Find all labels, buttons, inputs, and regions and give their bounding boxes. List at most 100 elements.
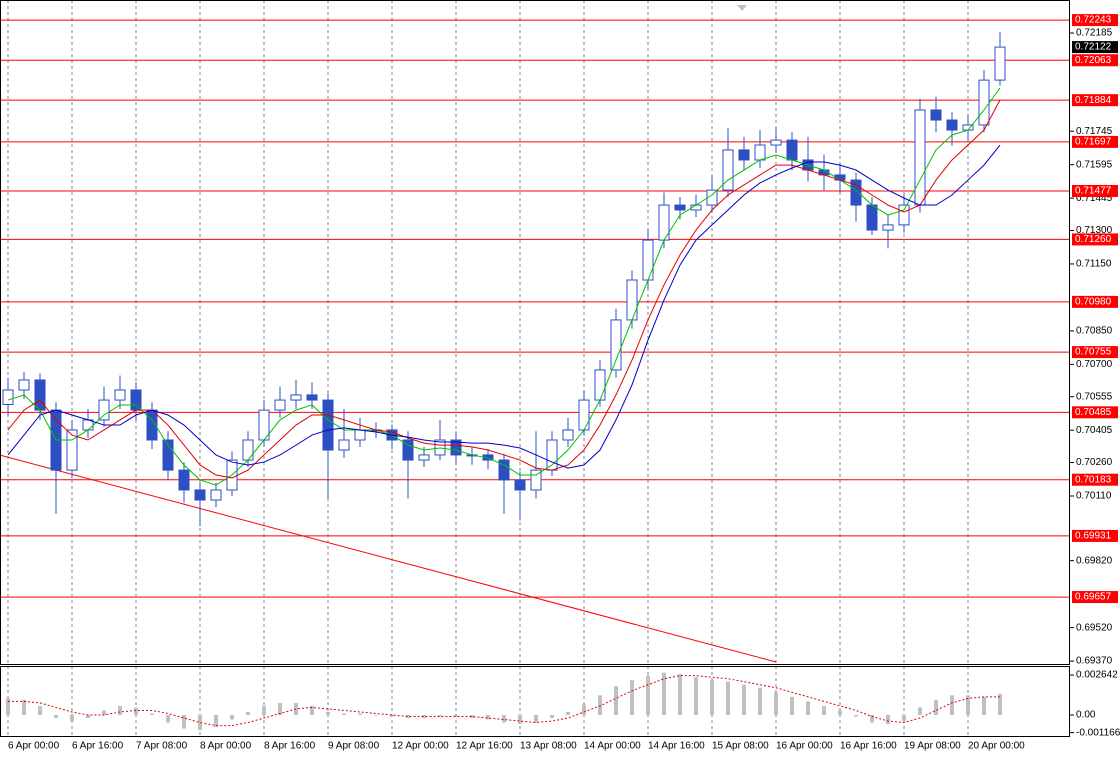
candle-body bbox=[546, 439, 558, 471]
histogram-bar bbox=[182, 714, 186, 729]
level-label-box bbox=[1072, 473, 1118, 486]
histogram-bar bbox=[790, 696, 794, 715]
x-tick-label: 20 Apr 00:00 bbox=[968, 741, 1025, 752]
histogram-bar bbox=[774, 692, 778, 715]
y-tick-label: 0.69820 bbox=[1076, 555, 1113, 566]
histogram-bar bbox=[998, 693, 1002, 715]
histogram-bar bbox=[822, 705, 826, 715]
histogram-bar bbox=[630, 680, 634, 715]
histogram-bar bbox=[854, 714, 858, 717]
histogram-bar bbox=[534, 714, 538, 723]
candle-body bbox=[354, 429, 366, 441]
histogram-bar bbox=[198, 714, 202, 731]
candle-body bbox=[594, 369, 606, 401]
candle-body bbox=[610, 319, 622, 371]
histogram-bar bbox=[310, 705, 314, 715]
level-label-box bbox=[1072, 406, 1118, 419]
x-tick-label: 8 Apr 16:00 bbox=[264, 741, 316, 752]
x-tick-label: 12 Apr 16:00 bbox=[456, 741, 513, 752]
level-label-box bbox=[1072, 54, 1118, 67]
candle-body bbox=[930, 109, 942, 121]
histogram-bar bbox=[422, 714, 426, 719]
histogram-bar bbox=[518, 714, 522, 725]
histogram-bar bbox=[982, 696, 986, 715]
histogram-bar bbox=[870, 714, 874, 723]
histogram-bar bbox=[614, 686, 618, 715]
histogram-bar bbox=[966, 695, 970, 715]
candle-body bbox=[450, 439, 462, 456]
candle-body bbox=[498, 459, 510, 481]
level-label: 0.72063 bbox=[1075, 55, 1112, 66]
histogram-bar bbox=[838, 710, 842, 715]
candle-body bbox=[914, 109, 926, 206]
histogram-bar bbox=[934, 699, 938, 715]
scroll-marker bbox=[737, 5, 747, 11]
y-tick-label: 0.71150 bbox=[1076, 259, 1112, 270]
histogram-bar bbox=[454, 714, 458, 717]
y-tick-label: 0.002642 bbox=[1076, 670, 1118, 681]
histogram-bar bbox=[550, 714, 554, 719]
candle-body bbox=[562, 429, 574, 441]
histogram-bar bbox=[438, 714, 442, 717]
histogram-bar bbox=[902, 714, 906, 722]
x-tick-label: 19 Apr 08:00 bbox=[904, 741, 961, 752]
candle-body bbox=[162, 439, 174, 471]
x-tick-label: 15 Apr 08:00 bbox=[712, 741, 769, 752]
candle-body bbox=[642, 239, 654, 281]
x-tick-label: 16 Apr 00:00 bbox=[776, 741, 833, 752]
candle-body bbox=[754, 144, 766, 161]
moving-average bbox=[7, 144, 1001, 469]
y-tick-label: 0.71745 bbox=[1076, 126, 1113, 137]
trendline bbox=[0, 454, 777, 663]
candle-body bbox=[946, 119, 958, 131]
level-label-box bbox=[1072, 233, 1118, 246]
histogram-bar bbox=[342, 713, 346, 715]
histogram-bar bbox=[646, 675, 650, 715]
candle-body bbox=[786, 139, 798, 161]
level-label-box bbox=[1072, 346, 1118, 359]
level-label: 0.70980 bbox=[1075, 297, 1112, 308]
level-label: 0.71884 bbox=[1075, 95, 1112, 106]
x-tick-label: 14 Apr 00:00 bbox=[584, 741, 641, 752]
level-label: 0.70485 bbox=[1075, 407, 1112, 418]
level-label-box bbox=[1072, 94, 1118, 107]
level-label: 0.72243 bbox=[1075, 15, 1112, 26]
histogram-bar bbox=[726, 681, 730, 715]
y-tick-label: 0.70405 bbox=[1076, 425, 1113, 436]
histogram-bar bbox=[86, 714, 90, 719]
histogram-bar bbox=[758, 687, 762, 715]
candle-body bbox=[178, 469, 190, 491]
candle-body bbox=[994, 46, 1006, 81]
x-tick-label: 6 Apr 16:00 bbox=[72, 741, 124, 752]
candle-body bbox=[34, 379, 46, 411]
histogram-bar bbox=[886, 714, 890, 725]
histogram-bar bbox=[54, 714, 58, 719]
moving-average bbox=[7, 99, 1001, 479]
histogram-bar bbox=[150, 713, 154, 715]
moving-average bbox=[7, 87, 1001, 486]
y-tick-label: 0.71300 bbox=[1076, 225, 1113, 236]
level-label: 0.71477 bbox=[1075, 186, 1112, 197]
x-tick-label: 6 Apr 00:00 bbox=[8, 741, 60, 752]
candle-body bbox=[578, 399, 590, 431]
candle-body bbox=[898, 204, 910, 226]
histogram-bar bbox=[38, 705, 42, 715]
histogram-bar bbox=[246, 711, 250, 715]
y-tick-label: 0.70700 bbox=[1076, 359, 1113, 370]
candle-body bbox=[530, 469, 542, 491]
histogram-bar bbox=[262, 705, 266, 715]
histogram-bar bbox=[566, 711, 570, 715]
candle-body bbox=[418, 454, 430, 461]
candle-body bbox=[114, 389, 126, 401]
histogram-bar bbox=[390, 714, 394, 717]
histogram-bar bbox=[166, 714, 170, 723]
price-label-box bbox=[1072, 41, 1118, 54]
candle-body bbox=[194, 489, 206, 501]
level-label-box bbox=[1072, 591, 1118, 604]
level-label-box bbox=[1072, 529, 1118, 542]
signal-line bbox=[8, 675, 1000, 727]
level-label: 0.71697 bbox=[1075, 137, 1112, 148]
histogram-bar bbox=[326, 711, 330, 715]
histogram-bar bbox=[102, 710, 106, 715]
